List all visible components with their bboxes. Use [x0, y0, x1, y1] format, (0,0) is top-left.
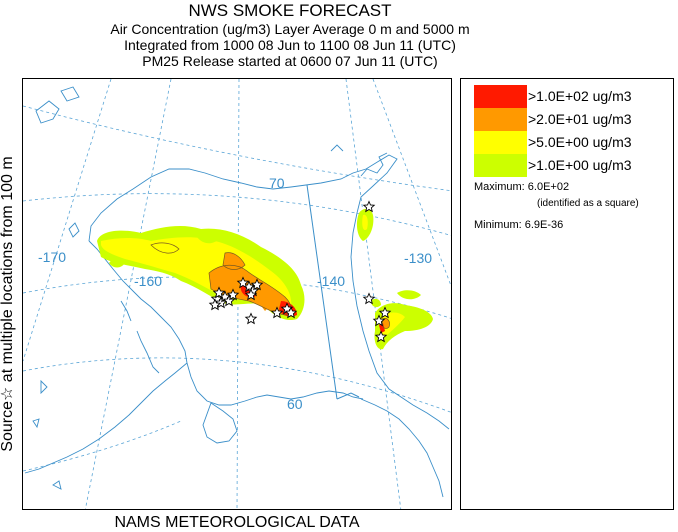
legend-swatch: [474, 154, 527, 177]
source-star-icon: [374, 330, 388, 343]
legend-label: >2.0E+01 ug/m3: [528, 111, 632, 127]
source-star-icon: [244, 288, 258, 301]
source-star-icon: [362, 200, 376, 213]
latitude-label-60: 60: [287, 396, 303, 412]
legend-label: >1.0E+00 ug/m3: [528, 157, 632, 173]
legend-swatch: [474, 85, 527, 108]
legend-item: >2.0E+01 ug/m3: [474, 108, 670, 131]
source-star-icon: [362, 292, 376, 305]
legend-item: >1.0E+02 ug/m3: [474, 85, 670, 108]
forecast-title: NWS SMOKE FORECAST: [188, 1, 392, 20]
smoke-map: 70 60 -170 -160 -140 -130: [22, 78, 452, 510]
release-start: PM25 Release started at 0600 07 Jun 11 (…: [142, 53, 438, 69]
longitude-label-130: -130: [404, 250, 432, 266]
source-star-icon: [226, 288, 240, 301]
source-star-icon: [270, 306, 284, 319]
legend-label: >1.0E+02 ug/m3: [528, 88, 632, 104]
concentration-description: Air Concentration (ug/m3) Layer Average …: [110, 21, 470, 37]
minimum-value: Minimum: 6.9E-36: [474, 219, 564, 231]
header: NWS SMOKE FORECAST Air Concentration (ug…: [20, 0, 560, 69]
concentration-contours: [150, 242, 390, 329]
legend-item: >5.0E+00 ug/m3: [474, 131, 670, 154]
border: [306, 184, 338, 400]
smoke-plume-main: [97, 226, 305, 321]
source-star-icon: [372, 314, 386, 327]
integration-period: Integrated from 1000 08 Jun to 1100 08 J…: [124, 37, 456, 53]
longitude-label-170: -170: [38, 249, 66, 265]
border-south: [336, 392, 360, 400]
met-data-label: NAMS METEOROLOGICAL DATA: [114, 514, 360, 531]
legend-swatch: [474, 108, 527, 131]
coastline: [24, 86, 450, 498]
legend-label: >5.0E+00 ug/m3: [528, 134, 632, 150]
legend-item: >1.0E+00 ug/m3: [474, 154, 670, 177]
source-star-icon: [250, 278, 264, 291]
source-star-icon: [208, 298, 222, 311]
maximum-note: (identified as a square): [537, 198, 639, 209]
graticule-labels: 70 60 -170 -160 -140 -130: [38, 175, 432, 412]
source-star-icon: [284, 306, 298, 319]
source-location-label: Source☆ at multiple locations from 100 m: [0, 156, 16, 452]
source-star-icon: [244, 312, 258, 325]
source-star-icon: [378, 306, 392, 319]
source-star-icon: [236, 276, 250, 289]
smoke-plume-east: [356, 208, 433, 350]
legend-swatch: [474, 131, 527, 154]
source-star-icon: [212, 286, 226, 299]
latitude-label-70: 70: [269, 175, 285, 191]
maximum-value: Maximum: 6.0E+02: [474, 181, 570, 193]
legend: >1.0E+02 ug/m3 >2.0E+01 ug/m3 >5.0E+00 u…: [460, 78, 674, 510]
longitude-label-140: -140: [317, 273, 345, 289]
longitude-label-160: -160: [134, 273, 162, 289]
source-markers: [208, 200, 392, 343]
source-star-icon: [222, 294, 236, 307]
